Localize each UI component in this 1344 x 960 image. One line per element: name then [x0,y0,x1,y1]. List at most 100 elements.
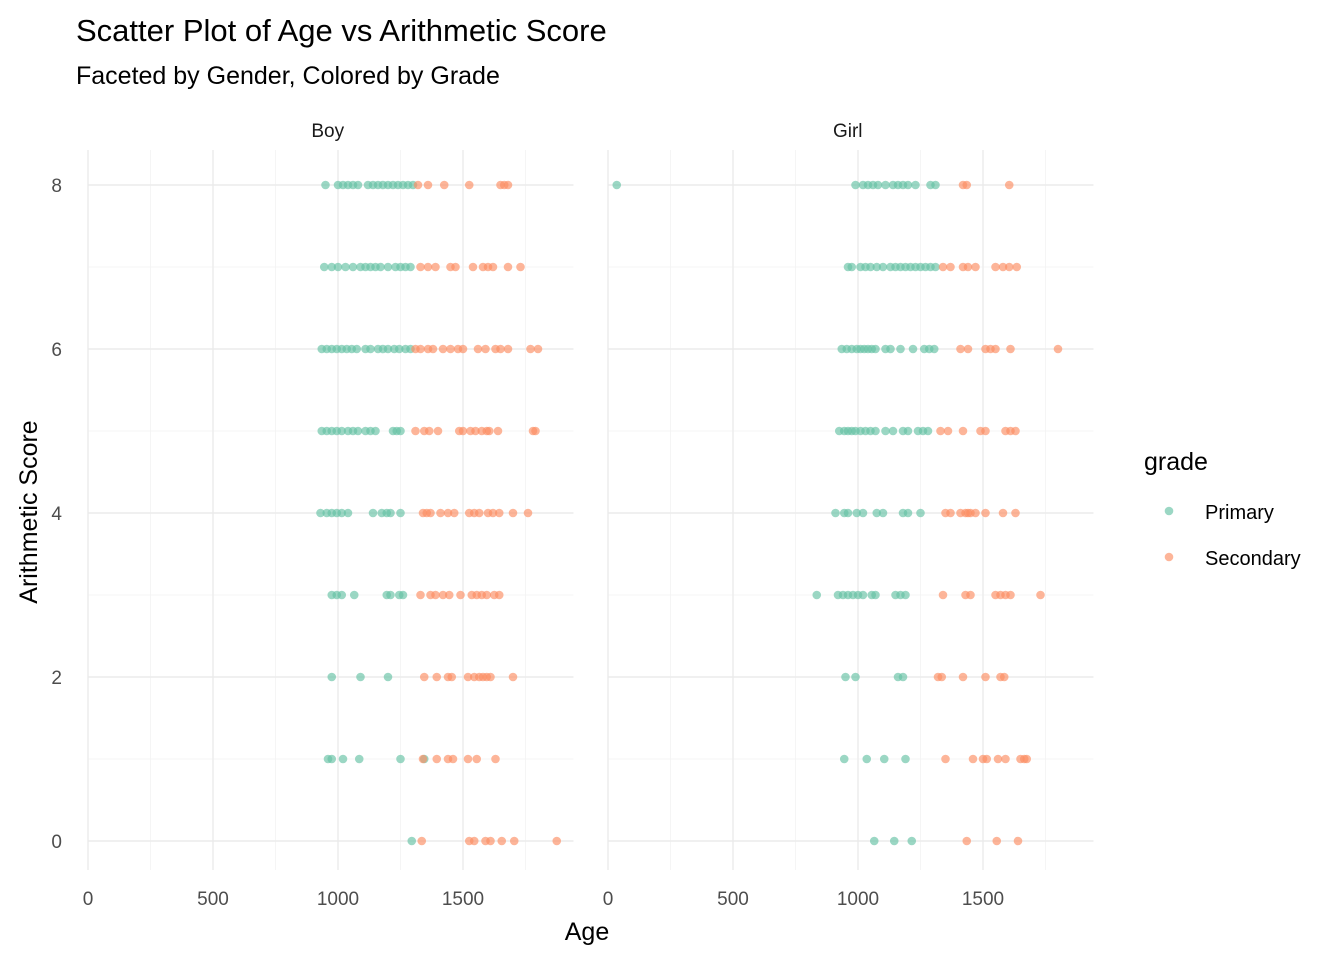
data-point [871,590,880,600]
data-point [1004,262,1014,272]
data-point [858,508,868,518]
data-point [383,672,393,682]
data-point [1006,590,1015,600]
data-point [981,672,990,682]
data-point [438,344,448,354]
data-point [386,590,395,600]
chart-title: Scatter Plot of Age vs Arithmetic Score [76,13,607,48]
data-point [981,426,990,436]
data-point [923,426,933,436]
data-point [333,262,343,272]
data-point [337,508,347,518]
data-point [424,426,434,436]
data-point [448,754,458,764]
data-point [503,262,513,272]
data-point [931,262,940,272]
data-point [349,590,359,600]
data-point [879,754,889,764]
data-point [888,426,898,436]
data-point [851,672,860,682]
data-point [898,672,908,682]
data-point [486,672,495,682]
data-point [981,508,990,518]
facet-panels: Boy 0 500 1000 1500 0 2 4 6 8 Girl 0 500 1000 1500 [51,121,1094,910]
y-tick-label: 4 [51,504,62,525]
data-point [474,508,484,518]
data-point [903,180,913,190]
data-point [962,836,972,846]
data-point [471,426,480,436]
data-point [941,754,950,764]
data-point [486,836,495,846]
data-point [938,262,948,272]
data-point [446,344,455,354]
data-point [473,344,483,354]
legend-title: grade [1144,448,1208,476]
facet-label: Girl [833,121,863,142]
data-point [456,590,465,600]
data-point [873,180,883,190]
data-point [991,344,1000,354]
data-point [929,344,939,354]
data-point [943,426,953,436]
data-point [503,344,513,354]
data-point [881,180,890,190]
data-point [858,590,868,600]
x-tick-label: 0 [83,889,94,910]
data-point [971,262,980,272]
data-point [447,672,457,682]
data-point [398,590,408,600]
data-point [411,426,420,436]
data-point [991,262,1000,272]
y-axis-title: Arithmetic Score [15,420,43,603]
data-point [383,344,393,354]
data-point [376,262,385,272]
facet-panel-girl: Girl 0 500 1000 1500 [603,121,1094,910]
data-point [901,754,910,764]
data-point [903,508,913,518]
data-point [503,180,513,190]
data-point [1011,508,1020,518]
data-point [396,426,405,436]
data-point [971,508,980,518]
y-tick-label: 0 [51,832,62,853]
data-point [958,672,968,682]
data-point [982,754,992,764]
facet-label: Boy [311,121,344,142]
data-point [413,180,423,190]
series-secondary [411,180,562,846]
data-point [316,508,325,518]
data-point [998,508,1008,518]
data-point [963,344,973,354]
data-point [881,426,890,436]
x-tick-label: 1000 [837,889,879,910]
data-point [482,590,492,600]
data-point [449,508,459,518]
data-point [516,262,525,272]
data-point [937,672,947,682]
data-point [878,262,888,272]
series-primary [316,180,429,846]
data-point [1004,180,1014,190]
data-point [1036,590,1045,600]
data-point [839,754,849,764]
data-point [968,754,978,764]
data-point [509,836,519,846]
data-point [431,590,440,600]
data-point [484,426,494,436]
data-point [871,344,880,354]
data-point [416,590,425,600]
data-point [523,508,533,518]
data-point [444,590,454,600]
legend-label: Secondary [1205,548,1301,570]
data-point [831,508,840,518]
data-point [872,262,882,272]
data-point [327,754,337,764]
data-point [371,426,380,436]
data-point [394,344,404,354]
data-point [843,508,853,518]
data-point [508,672,518,682]
data-point [366,344,375,354]
data-point [468,262,478,272]
x-tick-label: 500 [197,889,229,910]
